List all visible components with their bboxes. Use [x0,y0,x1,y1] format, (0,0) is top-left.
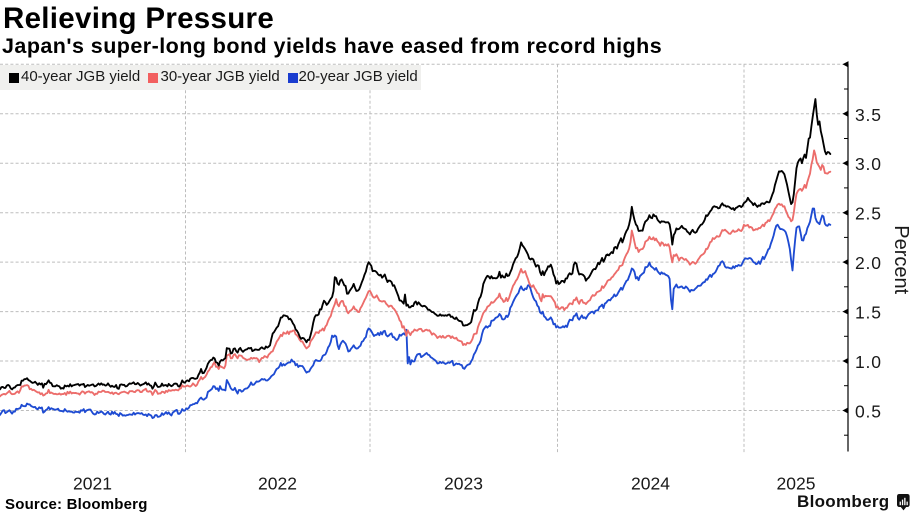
svg-text:2022: 2022 [258,474,297,494]
svg-text:1.0: 1.0 [855,352,882,372]
svg-text:0.5: 0.5 [855,402,882,422]
svg-text:3.0: 3.0 [855,154,882,174]
svg-text:1.5: 1.5 [855,303,882,323]
svg-text:2.0: 2.0 [855,253,882,273]
svg-text:2.5: 2.5 [855,204,882,224]
svg-text:2021: 2021 [73,474,112,494]
svg-text:2025: 2025 [777,474,816,494]
svg-text:Percent: Percent [890,225,912,294]
svg-text:3.5: 3.5 [855,105,882,125]
svg-text:2023: 2023 [444,474,483,494]
svg-text:2024: 2024 [631,474,670,494]
